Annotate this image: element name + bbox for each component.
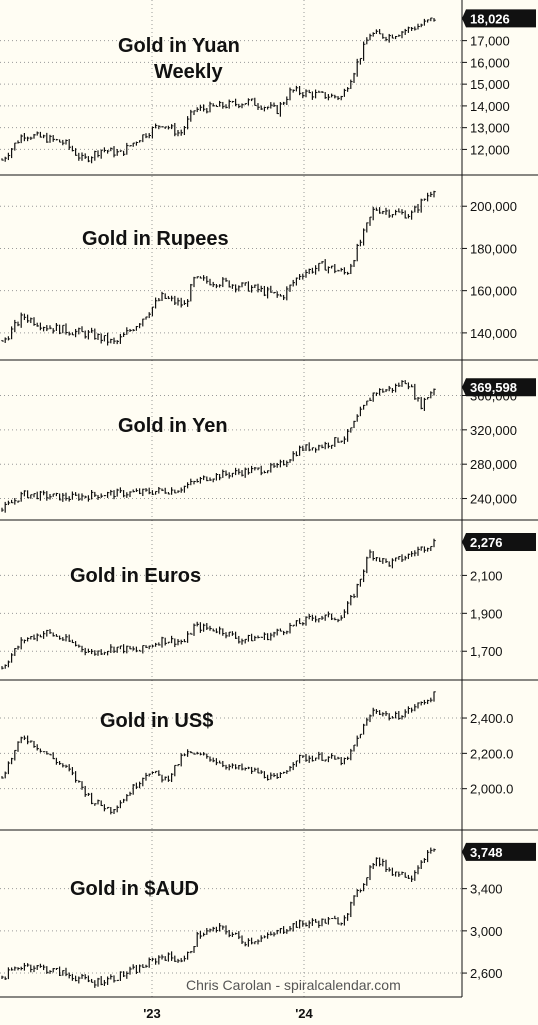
- y-tick-label: 2,200.0: [470, 746, 513, 761]
- price-series: [1, 847, 436, 988]
- price-series: [1, 17, 436, 164]
- y-tick-label: 13,000: [470, 121, 510, 136]
- title-layer: Gold in Yuan Weekly Gold in Rupees Gold in …: [70, 35, 240, 900]
- y-tick-label: 180,000: [470, 241, 517, 256]
- y-tick-label: 240,000: [470, 492, 517, 507]
- x-tick-label: '23: [143, 1006, 161, 1021]
- badge-layer: 18,026 369,598 2,276 3,748: [462, 9, 536, 861]
- series-layer: [1, 17, 436, 988]
- y-tick-label: 2,400.0: [470, 711, 513, 726]
- last-value-label: 18,026: [470, 11, 510, 26]
- last-value-label: 2,276: [470, 535, 503, 550]
- y-tick-label: 1,700: [470, 644, 503, 659]
- y-tick-label: 2,600: [470, 966, 503, 981]
- price-series: [1, 538, 436, 670]
- y-tick-label: 200,000: [470, 199, 517, 214]
- y-tick-label: 2,000.0: [470, 782, 513, 797]
- price-series: [1, 190, 436, 346]
- last-value-badge: [462, 842, 536, 861]
- y-tick-label: 140,000: [470, 326, 517, 341]
- last-value-label: 3,748: [470, 845, 503, 860]
- y-tick-label: 1,900: [470, 606, 503, 621]
- y-tick-label: 280,000: [470, 457, 517, 472]
- y-tick-label: 2,100: [470, 568, 503, 583]
- grid-layer: [0, 0, 462, 997]
- y-tick-label: 3,400: [470, 882, 503, 897]
- price-series: [1, 380, 436, 513]
- y-tick-label: 320,000: [470, 423, 517, 438]
- last-value-label: 369,598: [470, 380, 517, 395]
- y-tick-label: 12,000: [470, 142, 510, 157]
- y-tick-label: 16,000: [470, 55, 510, 70]
- y-tick-label: 15,000: [470, 77, 510, 92]
- price-series: [1, 691, 436, 815]
- y-tick-label: 17,000: [470, 34, 510, 49]
- panel-title: Gold in Yuan: [118, 35, 240, 57]
- panel-title: Gold in Euros: [70, 565, 201, 587]
- last-value-badge: [462, 9, 536, 28]
- y-tick-label: 3,000: [470, 924, 503, 939]
- y-tick-label: 14,000: [470, 99, 510, 114]
- panel-title: Gold in Yen: [118, 415, 228, 437]
- panel-title: Weekly: [154, 61, 223, 83]
- last-value-badge: [462, 533, 536, 552]
- panel-title: Gold in $AUD: [70, 878, 199, 900]
- last-value-badge: [462, 378, 536, 397]
- credit-text: Chris Carolan - spiralcalendar.com: [186, 977, 401, 993]
- x-tick-label: '24: [295, 1006, 313, 1021]
- panel-title: Gold in US$: [100, 710, 213, 732]
- panel-title: Gold in Rupees: [82, 228, 229, 250]
- y-tick-label: 160,000: [470, 284, 517, 299]
